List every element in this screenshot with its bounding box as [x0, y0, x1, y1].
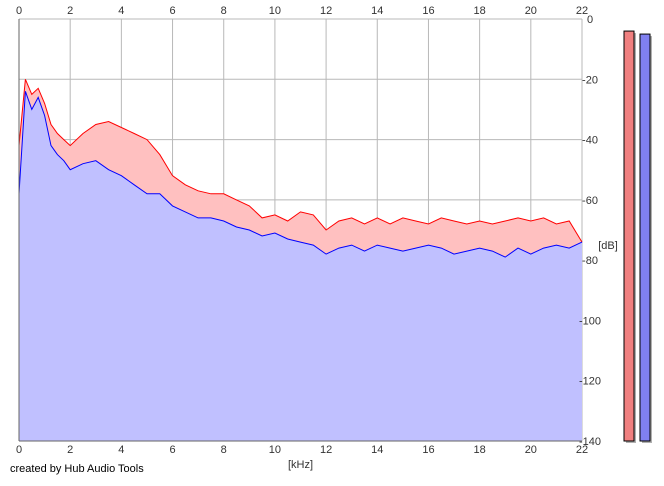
x-tick-label: 2	[67, 444, 73, 456]
x-tick-label-top: 4	[118, 5, 124, 17]
y-tick-label: -60	[582, 195, 598, 207]
x-tick-label-top: 6	[169, 5, 175, 17]
x-tick-label: 22	[576, 444, 588, 456]
x-tick-label-top: 10	[269, 5, 281, 17]
x-tick-label-top: 14	[371, 5, 383, 17]
x-tick-label-top: 22	[576, 5, 588, 17]
series-2-area	[19, 91, 582, 442]
y-tick-label: -20	[582, 74, 598, 86]
x-tick-label: 4	[118, 444, 124, 456]
x-tick-label-top: 0	[16, 5, 22, 17]
level-meter-2	[639, 33, 651, 442]
level-meter-1	[623, 30, 635, 442]
x-tick-label: 0	[16, 444, 22, 456]
series-2-line	[18, 91, 583, 258]
x-tick-label-top: 18	[474, 5, 486, 17]
y-tick-label: -120	[579, 376, 601, 388]
y-tick-label: -80	[582, 255, 598, 267]
x-axis-label: [kHz]	[288, 459, 313, 471]
y-axis-label: [dB]	[598, 240, 618, 252]
y-tick-label: -100	[579, 315, 601, 327]
x-tick-label-top: 2	[67, 5, 73, 17]
x-tick-label-top: 8	[221, 5, 227, 17]
series-1-line	[18, 79, 583, 243]
x-tick-label-top: 12	[320, 5, 332, 17]
y-tick-label: -40	[582, 135, 598, 147]
x-tick-label: 12	[320, 444, 332, 456]
y-tick-label: 0	[587, 14, 593, 26]
x-tick-label: 8	[221, 444, 227, 456]
x-tick-label: 6	[169, 444, 175, 456]
x-tick-label: 18	[474, 444, 486, 456]
y-tick-label: -140	[579, 436, 601, 448]
x-tick-label: 10	[269, 444, 281, 456]
x-tick-label: 16	[422, 444, 434, 456]
x-tick-label: 14	[371, 444, 383, 456]
x-tick-label-top: 16	[422, 5, 434, 17]
footer-credit: created by Hub Audio Tools	[10, 463, 144, 475]
x-tick-label: 20	[525, 444, 537, 456]
x-tick-label-top: 20	[525, 5, 537, 17]
